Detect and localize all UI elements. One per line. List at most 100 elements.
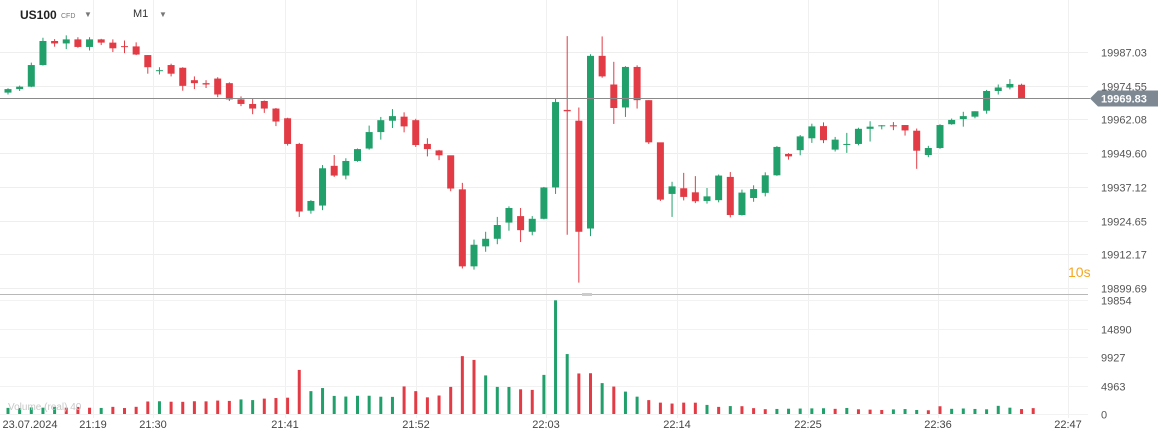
volume-bar [204,401,208,414]
volume-bar [76,406,80,414]
candle-body [936,125,944,149]
candle-body [121,46,128,48]
timeframe-label[interactable]: M1 [133,8,149,20]
volume-bar [332,395,336,414]
candle-body [16,86,24,90]
candle-body [458,189,466,267]
volume-legend: Volume (real) 40 [8,402,82,413]
volume-bar [950,408,954,414]
volume-bar [123,408,126,414]
volume-bar [402,386,406,414]
last-price-label: 19969.83 [1101,94,1147,106]
candle-body [412,120,420,146]
candle-body [307,200,315,211]
time-tick-label: 21:41 [271,419,299,431]
volume-bar [961,408,965,414]
candle-body [237,99,245,104]
candle-body [913,130,921,151]
price-tick-label: 19924.65 [1101,217,1147,229]
volume-bar [705,404,709,414]
candle-body [155,70,163,72]
candle-body [202,83,210,85]
volume-bar [845,407,849,414]
volume-bar [1008,407,1012,414]
candle-body [994,87,1002,91]
candle-body [796,136,804,151]
candle-body [109,42,117,49]
volume-bar [763,409,767,414]
candle-body [563,109,571,112]
time-tick-label: 22:14 [663,419,691,431]
volume-bar [192,401,196,414]
candle-body [260,100,268,109]
volume-bar [53,406,57,414]
candle-body [295,143,303,212]
volume-bar [181,401,185,414]
candle-body [62,39,70,44]
time-tick-label: 21:30 [139,419,167,431]
candle-body [691,192,699,202]
volume-bar [251,400,255,414]
candle-body [1018,84,1026,99]
volume-bar [658,402,662,414]
panel-resize-handle[interactable] [582,293,592,296]
candle-body [843,143,851,145]
volume-bar [460,356,464,414]
volume-bar [682,402,686,414]
candle-body [656,142,664,200]
volume-bar [717,406,721,414]
price-tick-label: 19937.12 [1101,183,1147,195]
candle-body [726,176,734,216]
candle-body [272,108,280,122]
candle-body [377,120,385,133]
candle-body [249,103,257,109]
volume-bar [18,408,22,414]
candle-body [808,126,816,139]
volume-bar [239,399,243,414]
time-tick-label: 21:52 [402,419,430,431]
volume-bar [985,409,989,414]
candle-body [680,188,688,197]
volume-bar [356,395,359,414]
volume-bar [856,409,860,414]
volume-bar [99,407,103,414]
volume-bar [437,395,441,414]
symbol-dropdown-icon[interactable]: ▼ [84,10,92,19]
volume-bar [111,406,115,414]
volume-bar [216,400,220,414]
volume-bar [227,400,231,414]
candle-body [528,218,536,232]
candle-body [575,120,583,232]
candle-body [330,165,338,176]
volume-bar [6,407,10,414]
volume-bar [530,389,534,414]
price-tick-label: 19949.60 [1101,149,1147,161]
volume-bar [262,398,266,414]
volume-bar [495,386,499,414]
candle-body [761,175,769,193]
volume-bar [367,395,371,414]
timeframe-dropdown-icon[interactable]: ▼ [159,10,167,19]
volume-bar [88,407,92,414]
candle-body [167,65,175,74]
volume-bar [1020,409,1024,414]
volume-bar [1031,408,1035,414]
volume-bar [891,409,895,414]
volume-bar [973,408,977,414]
volume-bar [344,396,348,414]
volume-bar [670,403,674,414]
volume-bar [740,406,744,414]
volume-bar [297,369,301,414]
candle-body [668,186,676,194]
symbol-label[interactable]: US100 [20,8,57,22]
time-tick-label: 22:03 [532,419,560,431]
candle-body [540,187,548,219]
volume-bar [798,408,802,414]
volume-bar [635,396,639,414]
volume-bar [274,398,278,414]
last-price-badge [1090,90,1158,107]
volume-bar [449,386,453,414]
candle-body [132,46,140,55]
